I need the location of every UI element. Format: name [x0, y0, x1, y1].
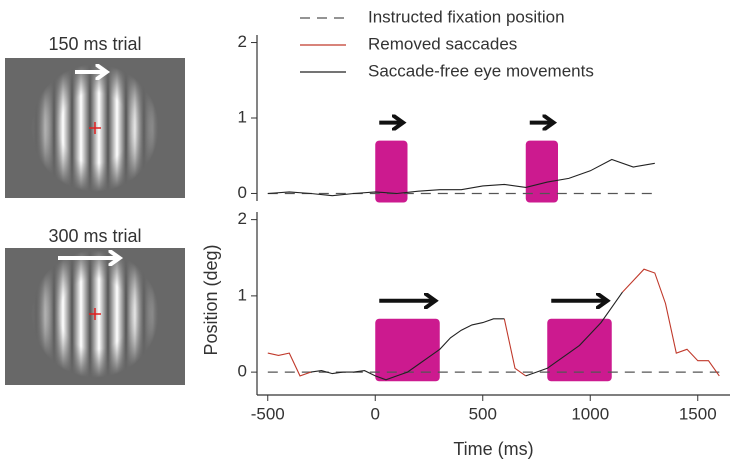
series-line — [310, 291, 623, 381]
legend-label: Instructed fixation position — [368, 7, 565, 26]
plots: 0 1 2 Instructed fixation position Removed s… — [238, 7, 730, 459]
series-line — [267, 158, 655, 197]
y-tick-label: 1 — [238, 107, 247, 126]
x-tick-label: 0 — [371, 404, 380, 423]
stimulus-panel: 150 ms trial 300 ms trial — [5, 34, 185, 385]
x-axis-label: Time (ms) — [453, 439, 533, 459]
stimulus-period — [525, 140, 558, 203]
stimulus-period — [375, 140, 408, 203]
y-tick-label: 2 — [238, 32, 247, 51]
stimulus-period — [547, 318, 612, 382]
stimulus-period — [375, 318, 440, 382]
legend-label: Saccade-free eye movements — [368, 61, 594, 80]
x-tick-label: 1500 — [679, 404, 717, 423]
stimulus-label: 300 ms trial — [48, 226, 141, 246]
y-tick-label: 1 — [238, 285, 247, 304]
y-tick-label: 0 — [238, 183, 247, 202]
x-tick-label: -500 — [251, 404, 285, 423]
series-line — [267, 268, 720, 377]
x-tick-label: 1000 — [571, 404, 609, 423]
legend-label: Removed saccades — [368, 34, 517, 53]
stimulus-label: 150 ms trial — [48, 34, 141, 54]
y-tick-label: 2 — [238, 209, 247, 228]
y-axis-label: Position (deg) — [201, 244, 221, 355]
y-tick-label: 0 — [238, 362, 247, 381]
x-tick-label: 500 — [469, 404, 497, 423]
